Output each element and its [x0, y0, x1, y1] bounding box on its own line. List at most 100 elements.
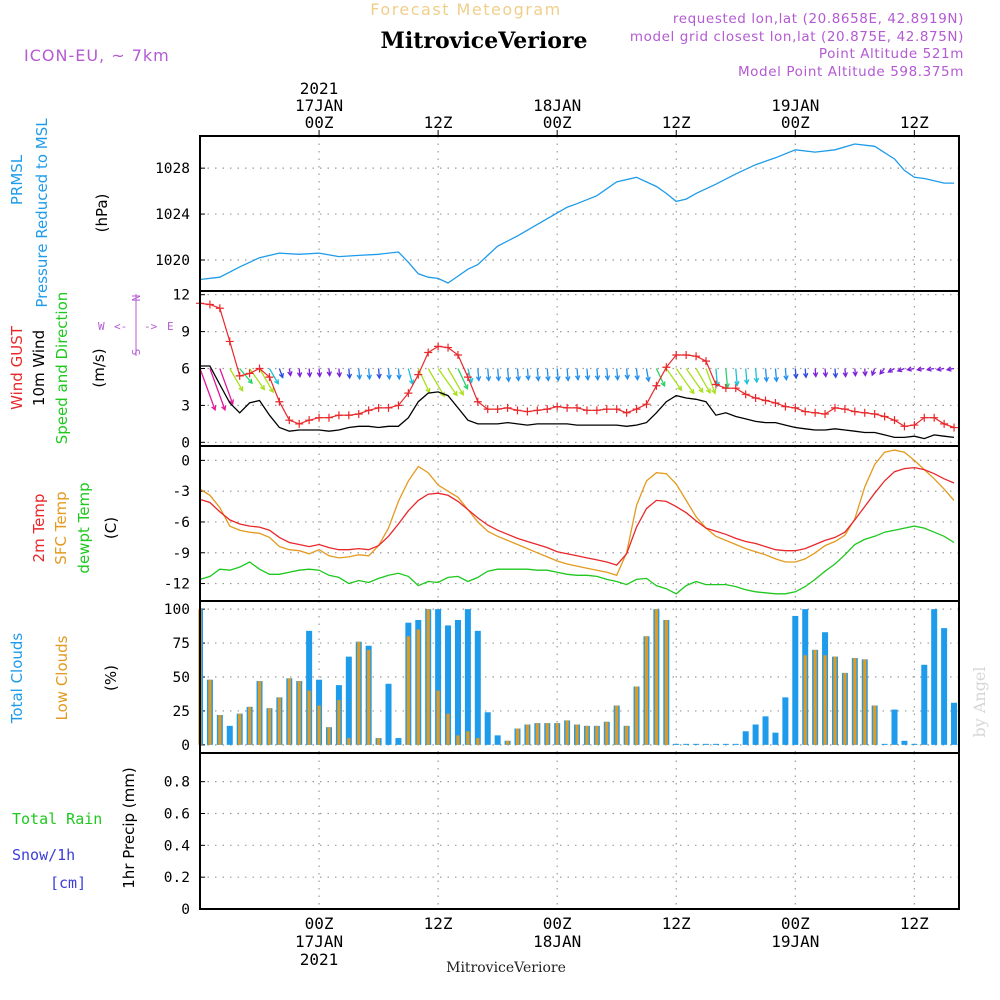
gust-marker: [424, 348, 433, 357]
top-time-label: 00Z: [781, 113, 810, 132]
wind-arrow-head: [822, 372, 829, 378]
low-cloud-bar: [337, 700, 341, 745]
low-cloud-bar: [456, 735, 460, 745]
total-cloud-bar: [345, 656, 352, 745]
low-cloud-bar: [317, 705, 321, 745]
wind-arrow: [822, 368, 829, 378]
panel-label-snow: Snow/1h: [12, 846, 75, 864]
low-cloud-bar: [446, 713, 450, 745]
bottom-time-label: 17JAN: [295, 932, 343, 951]
wind-arrow: [783, 368, 789, 382]
bottom-time-label: 00Z: [543, 914, 572, 933]
low-cloud-bar: [376, 738, 381, 745]
y-tick-label: 6: [181, 362, 190, 378]
footer-location: MitroviceVeriore: [446, 960, 566, 976]
wind-arrow-shaft: [715, 368, 719, 387]
wind-arrow-head: [753, 377, 760, 384]
gust-marker: [483, 405, 492, 414]
wind-arrow-shaft: [536, 368, 540, 381]
wind-arrow: [545, 368, 551, 382]
wind-arrow: [287, 368, 293, 377]
panel-unit-precip: 1hr Precip (mm): [120, 767, 138, 888]
y-tick-label: 3: [181, 398, 190, 414]
y-tick-label: -6: [173, 515, 190, 531]
wind-arrow: [862, 368, 868, 377]
compass-east: E: [167, 320, 174, 333]
total-cloud-bar: [683, 743, 690, 745]
low-cloud-bar: [853, 658, 857, 745]
bottom-time-label: 2021: [300, 950, 339, 969]
wind-arrow: [705, 368, 717, 395]
wind-arrow: [209, 368, 227, 412]
low-cloud-bar: [585, 725, 589, 745]
wind-arrow: [734, 368, 740, 387]
wind-arrow-shaft: [358, 368, 361, 379]
gust-marker: [473, 397, 482, 406]
series-dewpt-temp-line: [199, 525, 955, 595]
gust-marker: [821, 410, 830, 419]
gust-marker: [860, 408, 869, 417]
wind-arrow: [427, 368, 445, 398]
gust-marker: [702, 357, 710, 366]
bottom-time-label: 12Z: [900, 914, 929, 933]
wind-arrow-shaft: [834, 368, 837, 378]
total-cloud-bar: [445, 625, 452, 745]
gust-marker: [315, 413, 324, 422]
gust-marker: [374, 403, 383, 412]
wind-arrow-head: [495, 376, 502, 382]
compass-north: N: [130, 295, 143, 302]
wind-arrow-shaft: [546, 368, 549, 381]
panel-label-gust: Wind GUST: [8, 325, 26, 410]
wind-arrow-shaft: [606, 368, 609, 380]
wind-arrow-shaft: [407, 368, 414, 385]
wind-arrow: [773, 368, 779, 383]
wind-arrow-shaft: [368, 368, 371, 379]
gust-marker: [404, 389, 413, 398]
super-title: Forecast Meteogram: [370, 0, 561, 19]
wind-arrow-head: [896, 367, 903, 373]
wind-arrow-head: [842, 372, 848, 378]
wind-arrow: [296, 368, 303, 378]
low-cloud-bar: [515, 728, 520, 745]
low-cloud-bar: [654, 609, 658, 745]
gust-marker: [463, 373, 472, 382]
gust-marker: [771, 398, 780, 407]
low-cloud-bar: [277, 697, 281, 745]
total-cloud-bar: [752, 724, 759, 745]
wind-arrow-head: [259, 384, 266, 391]
wind-arrow-head: [743, 379, 750, 385]
wind-arrow-head: [306, 372, 313, 378]
wind-arrow-head: [525, 375, 531, 382]
wind-arrow-shaft: [695, 368, 711, 394]
wind-arrow-head: [645, 376, 651, 383]
total-cloud-bar: [395, 738, 402, 745]
wind-arrow: [645, 368, 651, 383]
y-tick-label: 0.6: [164, 806, 190, 822]
gust-marker: [632, 405, 641, 414]
gust-marker: [493, 405, 502, 414]
wind-arrow: [916, 366, 925, 372]
wind-arrow-head: [452, 390, 458, 397]
low-cloud-bar: [367, 649, 371, 745]
gust-marker: [334, 411, 343, 420]
top-time-label: 19JAN: [771, 96, 819, 115]
panel-precip: 0 0.2 0.4 0.6 0.8 Total Rain Snow/1h [cm] 1hr Pr…: [12, 753, 959, 918]
gust-marker: [692, 352, 701, 361]
low-cloud-bar: [644, 636, 649, 745]
low-cloud-bar: [466, 731, 470, 745]
wind-arrow: [356, 368, 363, 381]
gust-marker: [394, 401, 403, 410]
wind-arrow-head: [268, 387, 274, 394]
wind-arrow-shaft: [804, 368, 807, 378]
wind-arrow: [665, 368, 683, 392]
top-time-label: 17JAN: [295, 96, 343, 115]
wind-arrow: [535, 368, 541, 382]
low-cloud-bar: [426, 609, 430, 745]
wind-arrow-shaft: [496, 368, 500, 381]
y-tick-label: 25: [173, 704, 190, 720]
wind-arrow-head: [832, 372, 839, 379]
wind-arrow-head: [287, 371, 293, 377]
wind-arrow: [485, 368, 492, 382]
wind-arrow-head: [783, 375, 789, 382]
